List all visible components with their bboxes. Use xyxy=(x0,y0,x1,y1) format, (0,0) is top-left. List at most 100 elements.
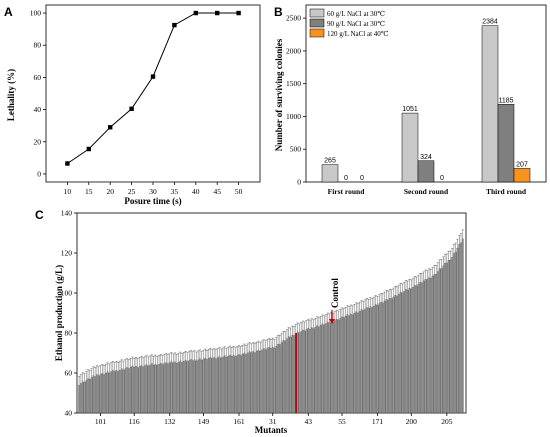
panel-c-label: C xyxy=(35,208,44,222)
panel-b-bar xyxy=(417,160,435,183)
panel-c-bar xyxy=(309,328,311,414)
panel-c-bar xyxy=(188,360,191,414)
lethality-point xyxy=(129,106,134,111)
panel-c-bar xyxy=(426,279,429,414)
panel-c-bar xyxy=(438,268,441,414)
panel-c-bar xyxy=(193,359,196,414)
panel-c-bar xyxy=(156,365,159,414)
panel-c-bar xyxy=(373,305,375,414)
panel-c-bar xyxy=(232,355,235,414)
panel-a-x-axis-title: Posure time (s) xyxy=(124,196,181,206)
panel-c-bar xyxy=(323,324,326,414)
lethality-point xyxy=(193,10,198,16)
panel-b-bar xyxy=(513,168,531,183)
panel-b-bar-value: 1185 xyxy=(498,97,513,104)
panel-c-bar xyxy=(135,366,137,414)
panel-c-bar xyxy=(369,306,372,414)
panel-c-bar xyxy=(303,330,306,414)
panel-c-bar xyxy=(88,379,91,414)
panel-c-bar xyxy=(325,323,327,414)
panel-c-bar xyxy=(81,381,84,414)
panel-c-bar xyxy=(241,354,244,414)
panel-c-bar xyxy=(216,357,219,414)
panel-c-bar xyxy=(417,283,420,414)
panel-c-bar xyxy=(268,347,270,414)
panel-c-bar xyxy=(142,366,144,414)
panel-c-bar xyxy=(161,364,164,414)
lethality-point xyxy=(172,22,177,28)
panel-c-bar xyxy=(385,299,388,414)
panel-c-bar xyxy=(151,363,153,414)
panel-c-bar xyxy=(346,314,349,414)
lethality-point xyxy=(86,146,91,152)
panel-c-xtick-label: 55 xyxy=(338,417,346,426)
panel-c-bar xyxy=(264,349,267,414)
panel-c-bar xyxy=(129,367,132,414)
panel-c-bar xyxy=(152,364,155,414)
panel-c-bar xyxy=(271,346,274,414)
panel-b-bar-value: 265 xyxy=(324,158,336,165)
panel-b-bar-value: 0 xyxy=(344,175,348,182)
panel-b-category-label: Third round xyxy=(486,187,527,196)
panel-c-bar xyxy=(319,325,322,414)
panel-b-bar-value: 324 xyxy=(420,154,432,161)
panel-c-bar xyxy=(296,331,299,414)
panel-b-bar xyxy=(481,25,499,183)
panel-c-bar xyxy=(184,360,187,414)
panel-c-bar xyxy=(213,357,215,414)
lethality-point xyxy=(65,161,70,166)
panel-c-bar xyxy=(128,368,130,414)
panel-c-bar xyxy=(316,325,318,414)
panel-c-bar xyxy=(147,365,150,414)
panel-c-bar xyxy=(211,358,214,414)
panel-b-legend-label: 120 g/L NaCl at 40℃ xyxy=(327,30,389,38)
panel-c-bar xyxy=(367,308,370,414)
panel-c-bar xyxy=(126,367,128,414)
lethality-point xyxy=(236,10,241,16)
panel-c-ethanol-chart: C 40 60 80 100 120 140 101 116 132 149 161 31 43 55 17… xyxy=(35,208,467,435)
panel-c-bar xyxy=(144,365,146,414)
panel-c-bar xyxy=(106,371,109,414)
panel-c-xtick-label: 31 xyxy=(269,417,277,426)
panel-c-bar xyxy=(360,309,363,414)
panel-a-xtick-label: 10 xyxy=(64,187,72,196)
panel-c-bar xyxy=(330,321,333,414)
panel-c-bar xyxy=(335,318,338,414)
panel-c-bar xyxy=(380,302,382,414)
panel-c-x-axis-title: Mutants xyxy=(255,425,288,435)
lethality-point xyxy=(215,10,220,16)
panel-c-bar xyxy=(220,357,223,414)
panel-c-bar xyxy=(176,363,178,414)
panel-c-bar xyxy=(447,260,450,414)
panel-a-xtick-label: 50 xyxy=(235,187,243,196)
panel-c-bar xyxy=(462,238,464,414)
panel-c-bar xyxy=(99,374,102,414)
panel-c-bar xyxy=(181,362,183,414)
panel-c-bar xyxy=(145,364,148,414)
panel-a-y-axis-title: Lethality (%) xyxy=(6,69,16,121)
panel-c-bar xyxy=(190,359,192,414)
panel-b-legend-swatch xyxy=(309,8,325,18)
panel-c-bar xyxy=(227,355,230,414)
panel-c-bar xyxy=(430,278,432,414)
panel-c-bar xyxy=(243,352,246,414)
panel-c-bar xyxy=(446,262,448,414)
panel-c-bar xyxy=(204,357,207,414)
panel-c-bar xyxy=(392,296,395,414)
panel-c-bar xyxy=(358,310,361,414)
panel-b-bar-value: 2384 xyxy=(482,19,498,26)
panel-c-bar xyxy=(378,303,381,414)
panel-c-bar xyxy=(245,354,247,414)
panel-c-bar xyxy=(277,343,279,414)
panel-c-bar xyxy=(435,274,437,414)
panel-a-label: A xyxy=(4,5,13,19)
panel-c-bar xyxy=(165,362,167,414)
panel-c-bar xyxy=(428,277,430,414)
panel-b-ytick-label: 1000 xyxy=(286,112,301,121)
panel-a-ytick-label: 80 xyxy=(34,41,42,50)
panel-c-bar xyxy=(442,265,445,414)
panel-b-category-label: First round xyxy=(328,187,366,196)
panel-c-xtick-label: 200 xyxy=(406,417,418,426)
panel-c-bar xyxy=(364,308,366,414)
